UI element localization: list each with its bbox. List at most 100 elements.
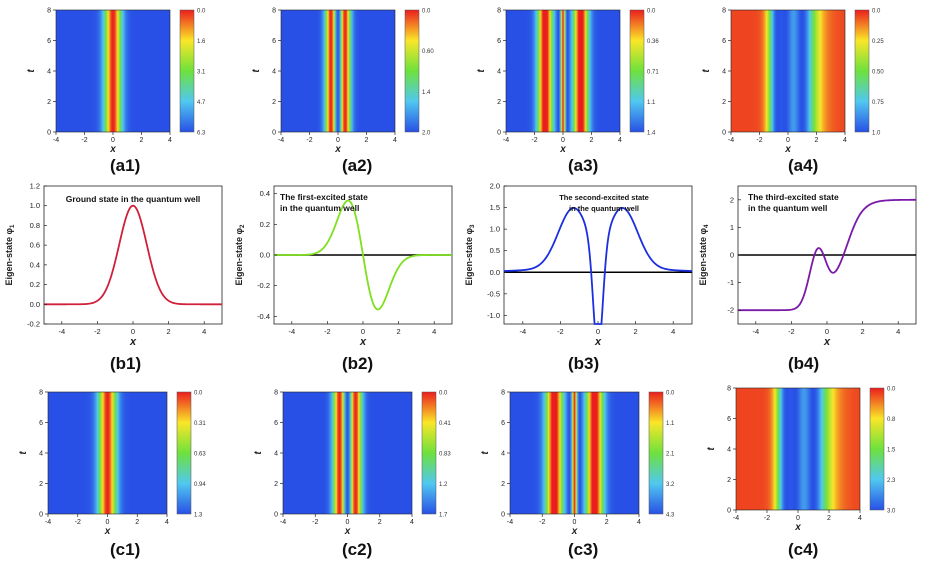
heatmap-panel-c2: -4 -2 0 2 4 0 2 4 6 8 x t 0.0 0.41 0.83 1.2 1.7 [253,388,470,538]
colorbar-tick-label: 1.7 [439,513,448,519]
y-tick-label: 2 [730,195,734,204]
y-tick-label: 1 [730,223,734,232]
eigenstate-curve [44,204,222,306]
x-tick-label: -4 [752,327,759,336]
y-tick-label: 8 [274,390,278,397]
x-axis-label: x [594,336,602,348]
heatmap-panel-c3: -4 -2 0 2 4 0 2 4 6 8 x t 0.0 1.1 2.1 3.2 4.3 [480,388,697,538]
x-tick-label: -2 [312,519,318,526]
x-tick-label: -4 [288,327,295,336]
y-axis-label: Eigen-state φ2 [234,224,246,285]
x-tick-label: -2 [539,519,545,526]
x-tick-label: -2 [324,327,331,336]
y-tick-label: 0.0 [30,300,40,309]
y-axis-label: Eigen-state φ3 [464,224,476,285]
y-tick-label: 2 [47,99,51,106]
heatmap-panel-a1: -4 -2 0 2 4 0 2 4 6 8 x t 0.0 1.6 3.1 4.7 6.3 [26,6,228,156]
y-tick-label: 0 [727,508,731,515]
x-tick-label: 4 [618,137,622,144]
x-tick-label: 2 [397,327,401,336]
y-tick-label: -0.5 [487,289,500,298]
y-tick-label: 2 [722,99,726,106]
y-tick-label: 0 [47,130,51,137]
y-tick-label: 8 [727,386,731,393]
x-tick-label: -2 [788,327,795,336]
x-tick-label: 4 [393,137,397,144]
lineplot-b1: -4 -2 0 2 4 -0.2 0.0 0.2 0.4 0.6 0.8 1.0 1.2 x Eigen-s… [4,182,223,348]
y-tick-label: 6 [47,38,51,45]
x-tick-label: -2 [557,327,564,336]
x-tick-label: 0 [786,137,790,144]
colorbar-tick-label: 3.2 [666,482,675,488]
x-tick-label: 2 [605,519,609,526]
annotation-text: Ground state in the quantum well [66,194,201,204]
x-tick-label: 0 [573,519,577,526]
y-tick-label: 6 [497,38,501,45]
x-tick-label: -4 [733,515,739,522]
y-tick-label: 4 [497,69,501,76]
y-tick-label: 4 [47,69,51,76]
x-tick-label: 4 [896,327,900,336]
x-axis-label: x [344,526,351,537]
colorbar [176,391,192,515]
colorbar-tick-label: 0.0 [197,9,206,15]
heatmap-panel-a2: -4 -2 0 2 4 0 2 4 6 8 x t 0.0 0.60 1.4 2.0 [251,6,453,156]
colorbar-tick-label: 0.36 [647,39,659,45]
heatmap-panel-c1: -4 -2 0 2 4 0 2 4 6 8 x t 0.0 0.31 0.63 0.94 1.3 [18,388,225,538]
plot-frame [503,185,693,325]
heatmap-c1: -4 -2 0 2 4 0 2 4 6 8 x t 0.0 0.31 0.63 0.94 1.3 [18,390,206,538]
colorbar-tick-label: 0.50 [872,70,884,76]
x-tick-label: 2 [634,327,638,336]
x-axis-label: x [109,144,116,155]
colorbar [421,391,437,515]
heatmap-panel-a4: -4 -2 0 2 4 0 2 4 6 8 x t 0.0 0.25 0.50 0.75 1.0 [701,6,903,156]
y-tick-label: -1 [727,278,734,287]
x-tick-label: 4 [637,519,641,526]
x-tick-label: 2 [827,515,831,522]
y-tick-label: 0.0 [490,268,500,277]
y-tick-label: 6 [272,38,276,45]
colorbar-tick-label: 3.0 [887,509,896,515]
y-axis-label: Eigen-state φ4 [698,224,710,285]
colorbar-tick-label: 1.1 [666,421,675,427]
x-axis-label: x [794,522,801,533]
colorbar-tick-label: 0.63 [194,452,206,458]
y-axis-label: t [26,69,37,73]
heatmap-field [281,10,395,132]
colorbar-tick-label: 0.0 [887,387,896,393]
colorbar-tick-label: 4.3 [666,513,675,519]
x-axis-label: x [129,336,137,348]
x-tick-label: 4 [168,137,172,144]
annotation-text: The second-excited state [559,193,649,202]
heatmap-field [736,388,860,510]
x-tick-label: 2 [378,519,382,526]
y-tick-label: 8 [501,390,505,397]
x-axis-label: x [359,336,367,348]
y-tick-label: 8 [497,8,501,15]
y-axis-label: t [476,69,487,73]
x-tick-label: 0 [131,327,135,336]
x-tick-label: -2 [75,519,81,526]
x-axis-label: x [823,336,831,348]
x-tick-label: 0 [111,137,115,144]
y-axis-label: t [480,451,491,455]
y-tick-label: 2.0 [490,182,500,191]
caption-b1: (b1) [110,354,142,373]
caption-c1: (c1) [110,540,141,559]
x-tick-label: 4 [858,515,862,522]
y-tick-label: 0 [274,512,278,519]
colorbar-tick-label: 0.0 [422,9,431,15]
colorbar-tick-label: 2.0 [422,131,431,137]
lineplot-panel-b2: -4 -2 0 2 4 -0.4 -0.2 0.0 0.2 0.4 x Eigen-state φ2 T… [230,180,456,350]
y-tick-label: 0 [722,130,726,137]
caption-a4: (a4) [788,156,819,175]
y-tick-label: 0.0 [260,251,270,260]
y-tick-label: 4 [722,69,726,76]
y-tick-label: 8 [47,8,51,15]
colorbar-tick-label: 2.3 [887,478,896,484]
caption-a2: (a2) [342,156,373,175]
heatmap-field [283,392,412,514]
colorbar-tick-label: 1.4 [422,90,431,96]
heatmap-c2: -4 -2 0 2 4 0 2 4 6 8 x t 0.0 0.41 0.83 1.2 1.7 [253,390,451,538]
x-tick-label: 2 [135,519,139,526]
